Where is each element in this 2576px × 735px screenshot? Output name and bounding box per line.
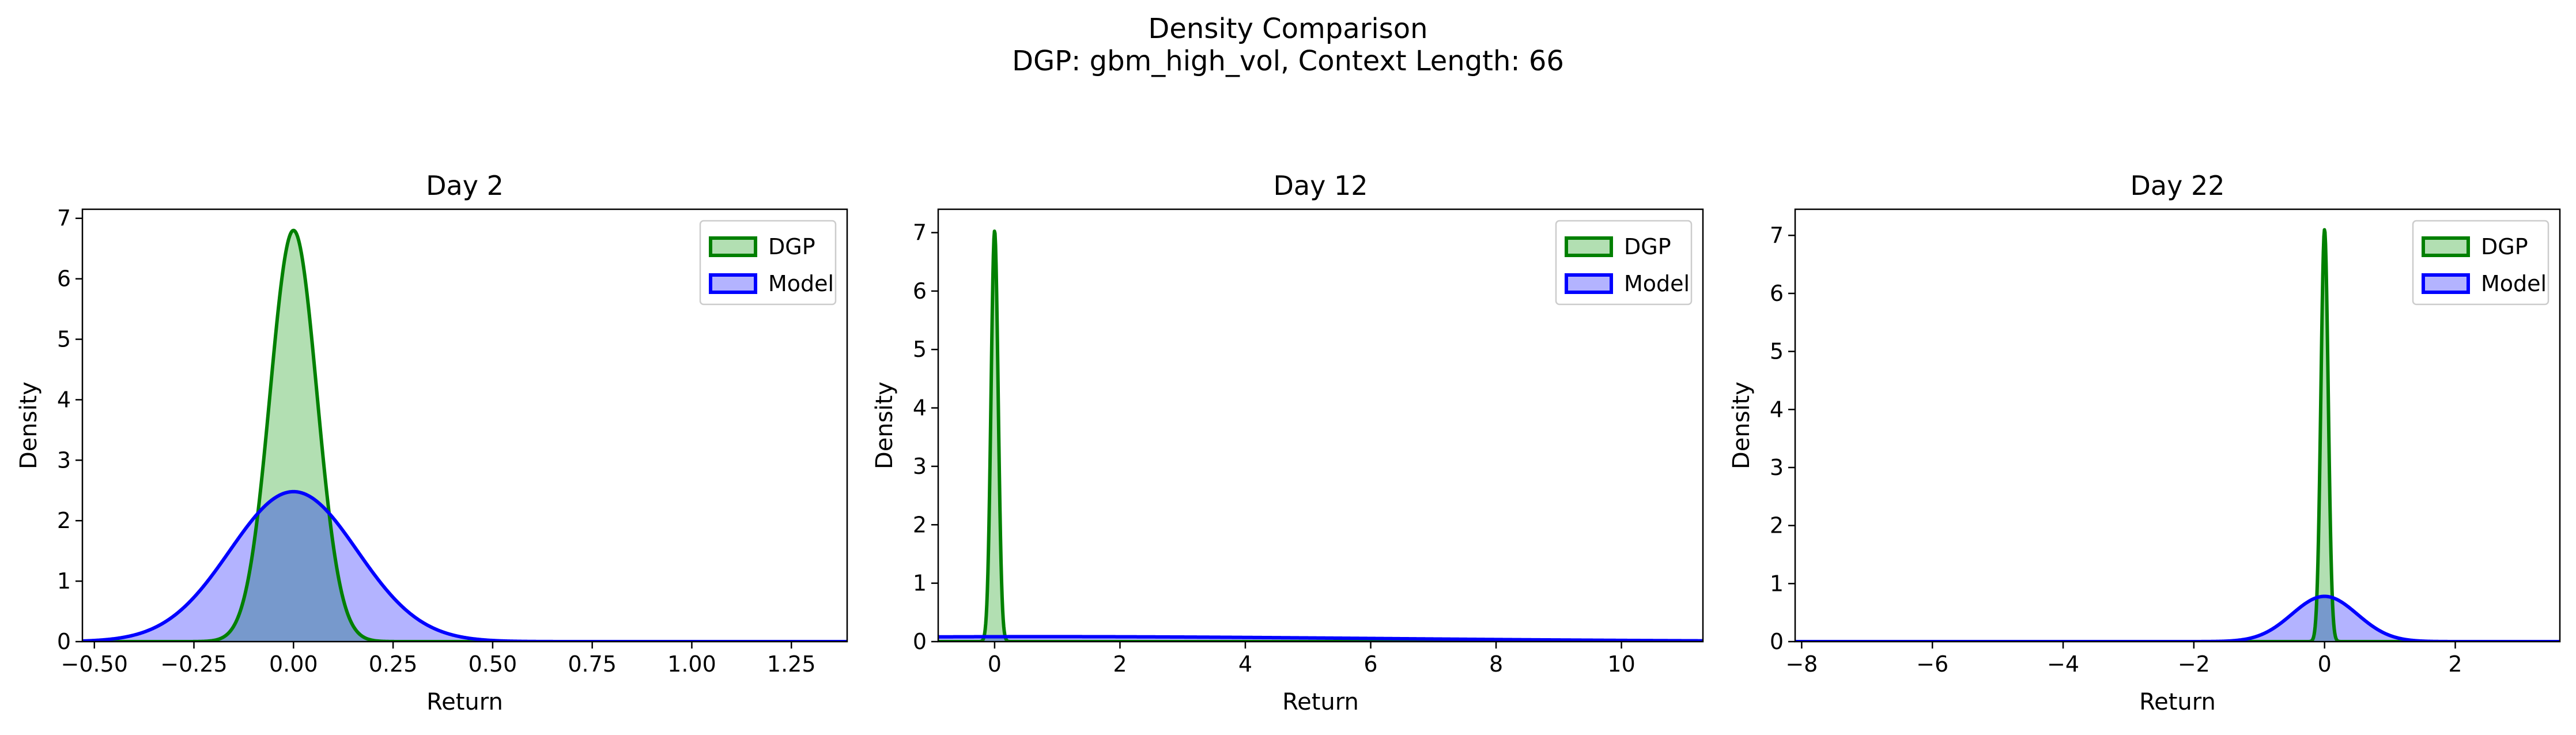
- panel-title: Day 22: [2131, 170, 2225, 201]
- legend-model-label: Model: [1624, 271, 1690, 296]
- x-tick-label: −2: [2178, 651, 2210, 677]
- panel-title: Day 12: [1274, 170, 1368, 201]
- legend-dgp-swatch: [2422, 236, 2470, 257]
- x-tick-label: 4: [1238, 651, 1252, 677]
- legend-dgp-swatch: [709, 236, 757, 257]
- y-tick-label: 0: [1770, 629, 1784, 654]
- x-tick-label: 0: [988, 651, 1002, 677]
- x-tick-label: −0.25: [160, 651, 227, 677]
- y-tick-label: 4: [1770, 397, 1784, 422]
- y-tick-label: 7: [57, 206, 71, 231]
- legend-model-swatch: [709, 273, 757, 294]
- axes-frame: [937, 208, 1704, 643]
- y-axis-label: Density: [16, 382, 42, 469]
- y-tick-label: 2: [1770, 513, 1784, 538]
- figure-subtitle: DGP: gbm_high_vol, Context Length: 66: [1012, 45, 1564, 77]
- legend-dgp-swatch: [1565, 236, 1613, 257]
- model-area: [82, 491, 847, 642]
- model-line: [82, 489, 847, 642]
- figure-title: Density Comparison: [1148, 13, 1427, 45]
- model-line: [1795, 594, 2560, 642]
- y-tick-label: 5: [913, 337, 927, 362]
- y-tick-label: 2: [57, 508, 71, 533]
- overlap-area: [82, 491, 847, 642]
- legend: DGP Model: [2412, 220, 2549, 306]
- y-tick-label: 0: [913, 629, 927, 654]
- x-tick-label: 1.25: [767, 651, 816, 677]
- y-axis-label: Density: [1728, 382, 1755, 469]
- axes-frame: [81, 208, 848, 643]
- plot-area: [938, 229, 1703, 642]
- x-tick-label: 10: [1607, 651, 1635, 677]
- y-tick-label: 3: [1770, 455, 1784, 480]
- y-tick-label: 4: [913, 395, 927, 421]
- panel-1: −0.50 −0.25 0.00 0.25 0.50 0.75 1.00 1.25 0 1 2 3 4 5…: [16, 170, 848, 715]
- x-tick-label: 0.00: [269, 651, 318, 677]
- y-axis-label: Density: [871, 382, 898, 469]
- x-tick-label: 8: [1489, 651, 1503, 677]
- panel-2: 0 2 4 6 8 10 0 1 2 3 4 5 6 7 Day 12 Return Density DGP Mod…: [871, 170, 1704, 715]
- y-tick-label: 2: [913, 512, 927, 537]
- legend-dgp-label: DGP: [768, 234, 815, 259]
- y-tick-label: 7: [1770, 223, 1784, 248]
- y-tick-label: 1: [57, 568, 71, 594]
- x-tick-label: 2: [1113, 651, 1127, 677]
- y-tick-label: 1: [913, 571, 927, 596]
- y-tick-label: 1: [1770, 571, 1784, 596]
- x-tick-label: 0.50: [469, 651, 518, 677]
- y-tick-label: 7: [913, 220, 927, 246]
- x-tick-label: 6: [1363, 651, 1377, 677]
- x-tick-label: −0.50: [61, 651, 128, 677]
- legend-model-swatch: [1565, 273, 1613, 294]
- x-axis-label: Return: [2139, 689, 2216, 715]
- y-tick-label: 5: [1770, 339, 1784, 364]
- overlap-area: [1795, 596, 2560, 642]
- y-tick-label: 6: [913, 278, 927, 304]
- x-tick-label: 2: [2448, 651, 2462, 677]
- x-tick-label: 0.75: [568, 651, 617, 677]
- x-tick-label: −8: [1785, 651, 1818, 677]
- x-tick-label: 0.25: [369, 651, 418, 677]
- model-area: [1795, 596, 2560, 642]
- x-axis-label: Return: [426, 689, 503, 715]
- y-tick-label: 0: [57, 629, 71, 654]
- y-tick-label: 5: [57, 327, 71, 352]
- legend-dgp-label: DGP: [2481, 234, 2528, 259]
- model-line: [938, 635, 1703, 642]
- panel-3: −8 −6 −4 −2 0 2 0 1 2 3 4 5 6 7 Day 22 Return Density DGP…: [1728, 170, 2561, 715]
- legend-model-label: Model: [2481, 271, 2547, 296]
- x-tick-label: 1.00: [667, 651, 716, 677]
- legend: DGP Model: [1555, 220, 1693, 306]
- legend: DGP Model: [699, 220, 837, 306]
- x-axis-label: Return: [1282, 689, 1359, 715]
- axes-frame: [1794, 208, 2561, 643]
- y-tick-label: 3: [913, 454, 927, 479]
- panel-title: Day 2: [426, 170, 504, 201]
- panels: −0.50 −0.25 0.00 0.25 0.50 0.75 1.00 1.25 0 1 2 3 4 5…: [16, 170, 2561, 715]
- y-tick-label: 4: [57, 387, 71, 412]
- y-tick-label: 3: [57, 447, 71, 473]
- x-tick-label: 0: [2318, 651, 2332, 677]
- y-tick-label: 6: [57, 266, 71, 292]
- x-tick-label: −4: [2047, 651, 2079, 677]
- legend-model-swatch: [2422, 273, 2470, 294]
- legend-model-label: Model: [768, 271, 834, 296]
- y-tick-label: 6: [1770, 281, 1784, 306]
- x-tick-label: −6: [1916, 651, 1948, 677]
- legend-dgp-label: DGP: [1624, 234, 1671, 259]
